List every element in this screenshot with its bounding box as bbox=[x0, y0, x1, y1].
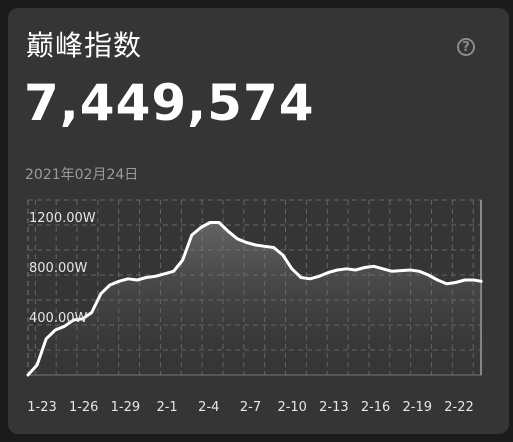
x-tick-label: 2-4 bbox=[198, 400, 219, 415]
x-tick-label: 2-1 bbox=[156, 400, 177, 415]
series-line bbox=[26, 221, 483, 377]
x-tick-label: 1-29 bbox=[111, 400, 141, 415]
x-tick-label: 2-22 bbox=[444, 400, 474, 415]
question-circle-icon[interactable]: ? bbox=[457, 38, 475, 56]
x-tick-label: 2-13 bbox=[319, 400, 349, 415]
x-tick-label: 1-23 bbox=[27, 400, 57, 415]
card-title: 巅峰指数 bbox=[26, 29, 143, 62]
y-tick-label: 1200.00W bbox=[29, 211, 96, 226]
help-glyph: ? bbox=[462, 39, 470, 55]
chart-date: 2021年02月24日 bbox=[25, 167, 139, 183]
x-tick-label: 2-7 bbox=[240, 400, 261, 415]
x-tick-label: 2-10 bbox=[277, 400, 307, 415]
y-tick-label: 400.00W bbox=[29, 311, 87, 326]
y-tick-label: 800.00W bbox=[29, 261, 87, 276]
x-tick-label: 2-16 bbox=[361, 400, 391, 415]
x-tick-label: 2-19 bbox=[403, 400, 433, 415]
x-tick-label: 1-26 bbox=[69, 400, 99, 415]
series-area bbox=[28, 222, 482, 375]
peak-index-value: 7,449,574 bbox=[24, 74, 315, 132]
